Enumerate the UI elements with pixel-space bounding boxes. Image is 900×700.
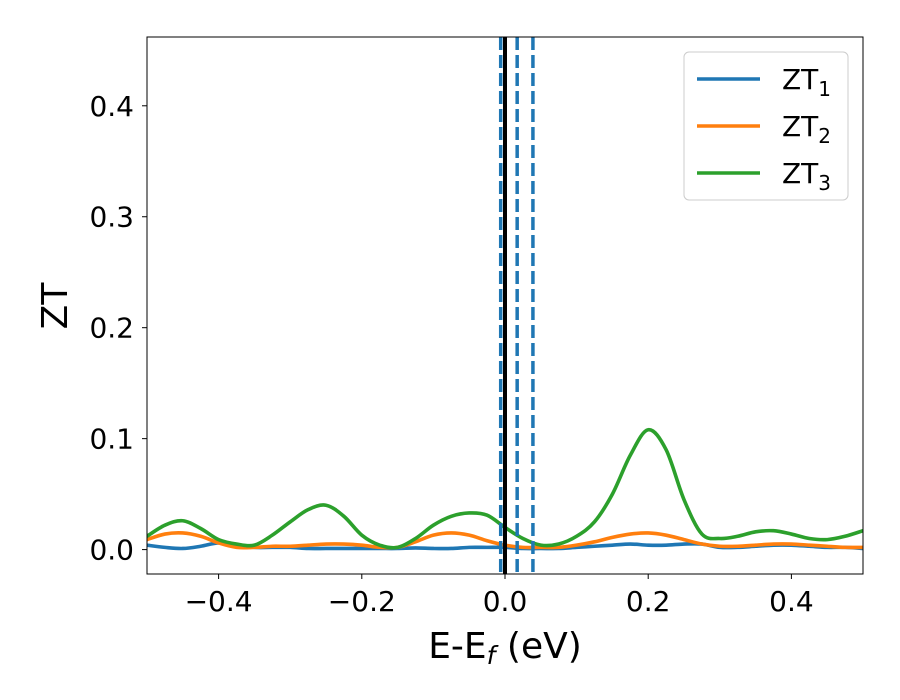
legend-label-zt3: ZT3 (782, 157, 831, 195)
legend-label-zt2: ZT2 (782, 110, 831, 148)
x-axis-label-unit: (eV) (495, 626, 581, 667)
y-tick-label: 0.4 (89, 90, 134, 123)
plot-area (147, 37, 863, 574)
x-axis: −0.4 −0.2 0.0 0.2 0.4 (185, 574, 814, 618)
x-tick-label: −0.2 (328, 585, 396, 618)
y-tick-label: 0.2 (89, 312, 134, 345)
x-tick-label: 0.0 (483, 585, 528, 618)
y-axis: 0.0 0.1 0.2 0.3 0.4 (89, 90, 147, 567)
y-axis-label: ZT (35, 282, 76, 330)
legend-label-zt1: ZT1 (782, 63, 831, 101)
x-tick-label: 0.2 (626, 585, 671, 618)
legend: ZT1 ZT2 ZT3 (683, 51, 849, 201)
y-tick-label: 0.1 (89, 423, 134, 456)
x-axis-label: E-Ef (eV) (428, 626, 582, 670)
x-tick-label: 0.4 (769, 585, 814, 618)
y-tick-label: 0.0 (89, 534, 134, 567)
legend-box (683, 51, 849, 201)
x-tick-label: −0.4 (185, 585, 253, 618)
y-tick-label: 0.3 (89, 201, 134, 234)
